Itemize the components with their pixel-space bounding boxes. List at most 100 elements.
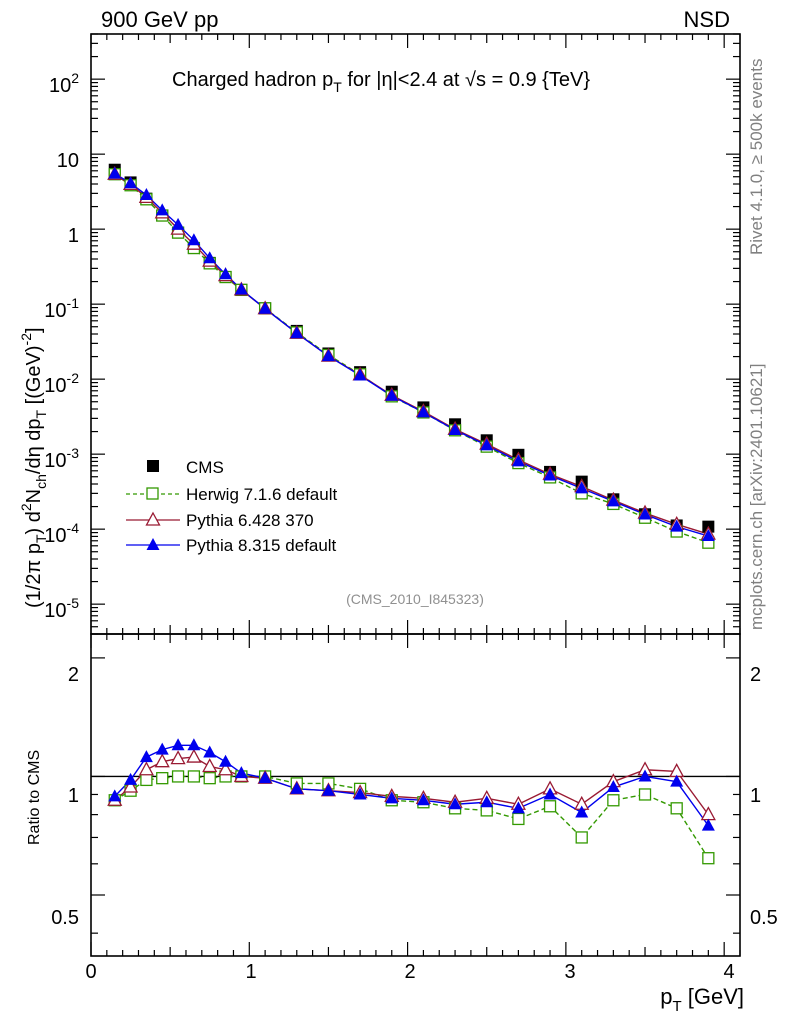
rivet-version-label: Rivet 4.1.0, ≥ 500k events: [747, 59, 766, 255]
ratio-point-pythia8: [575, 805, 589, 818]
main-point-pythia8: [353, 368, 367, 381]
ratio-y-tick-label-right-0.5: 0.5: [750, 907, 778, 929]
x-tick-label-1: 1: [245, 961, 256, 983]
ratio-y-tick-label-right-2: 2: [750, 664, 761, 686]
main-point-pythia8: [480, 438, 494, 451]
ratio-line-herwig: [114, 775, 709, 859]
header-right: NSD: [684, 7, 730, 32]
ratio-point-herwig: [702, 852, 715, 865]
ratio-point-pythia8: [234, 766, 248, 779]
ratio-point-herwig: [140, 773, 153, 787]
ratio-point-pythia8: [606, 780, 620, 793]
main-point-pythia8: [638, 507, 652, 520]
ratio-point-herwig: [512, 812, 525, 826]
legend-marker-cms: [147, 460, 159, 472]
legend-label-cms: CMS: [186, 458, 224, 477]
ratio-y-tick-label-2: 2: [68, 664, 79, 686]
main-point-pythia8: [124, 176, 138, 189]
x-tick-label-2: 2: [404, 961, 415, 983]
main-point-pythia8: [606, 494, 620, 507]
ratio-point-pythia8: [290, 781, 304, 794]
ratio-point-pythia8: [511, 801, 525, 814]
ratio-y-tick-labels-left: 0.5 1 2: [51, 664, 79, 929]
ratio-point-herwig: [670, 802, 683, 815]
ratio-y-axis-label: Ratio to CMS: [26, 750, 43, 845]
ratio-point-pythia6: [186, 748, 202, 763]
main-plot-series: [107, 163, 716, 549]
ratio-point-herwig: [543, 800, 557, 813]
ratio-point-pythia8: [124, 772, 138, 785]
legend-marker-herwig: [146, 487, 159, 500]
x-tick-label-0: 0: [85, 961, 96, 983]
legend-label-herwig: Herwig 7.1.6 default: [186, 485, 337, 504]
main-line-pythia8: [114, 173, 709, 537]
ratio-point-herwig: [187, 770, 201, 783]
ratio-point-pythia8: [155, 742, 169, 755]
main-point-pythia8: [385, 388, 399, 401]
ratio-point-pythia8: [353, 787, 367, 800]
ratio-y-tick-label-right-1: 1: [750, 785, 761, 807]
ratio-point-pythia8: [448, 797, 462, 810]
ratio-point-pythia6: [122, 778, 139, 793]
main-point-pythia8: [108, 166, 122, 179]
main-point-pythia8: [321, 349, 335, 362]
ratio-point-pythia8: [203, 745, 217, 758]
ratio-point-herwig: [171, 770, 185, 783]
ratio-point-herwig: [575, 831, 588, 844]
legend-label-pythia8: Pythia 8.315 default: [186, 536, 337, 555]
legend-marker-pythia6: [145, 511, 161, 526]
ratio-y-tick-labels-right: 0.5 1 2: [750, 664, 778, 929]
ratio-point-pythia8: [321, 783, 335, 796]
ratio-point-pythia8: [480, 795, 494, 808]
x-tick-label-3: 3: [564, 961, 575, 983]
ratio-y-tick-label-0.5: 0.5: [51, 907, 79, 929]
x-tick-label-4: 4: [723, 961, 734, 983]
legend-label-pythia6: Pythia 6.428 370: [186, 511, 314, 530]
ratio-point-pythia8: [416, 793, 430, 806]
ratio-point-herwig: [203, 772, 216, 785]
ratio-point-pythia8: [219, 754, 233, 767]
main-point-pythia8: [701, 529, 715, 542]
ratio-point-pythia6: [138, 761, 154, 776]
ratio-point-herwig: [638, 788, 652, 801]
legend-item-pythia6: Pythia 6.428 370: [126, 511, 314, 530]
analysis-id-label: (CMS_2010_I845323): [346, 591, 484, 607]
ratio-point-pythia8: [385, 791, 399, 804]
main-point-pythia8: [171, 217, 185, 230]
main-point-pythia8: [290, 326, 304, 339]
x-tick-labels: 0 1 2 3 4: [85, 961, 734, 983]
main-point-pythia8: [155, 203, 169, 216]
ratio-point-pythia8: [543, 787, 557, 800]
main-y-tick-label-1: 1: [68, 225, 79, 247]
main-y-tick-label-e-5: 10-5: [44, 595, 79, 622]
ratio-point-pythia6: [217, 761, 234, 776]
ratio-point-pythia8: [638, 769, 652, 782]
header-left: 900 GeV pp: [101, 7, 218, 32]
ratio-point-pythia8: [171, 738, 185, 751]
main-point-pythia8: [258, 301, 272, 314]
main-y-tick-label-e-1: 10-1: [44, 295, 79, 322]
ratio-y-tick-label-1: 1: [68, 785, 79, 807]
main-y-axis-label: (1/2π pT) d2Nch/dη dpT [(GeV)-2]: [18, 327, 49, 608]
ratio-plot-series: [107, 738, 716, 865]
x-axis-label: pT [GeV]: [660, 984, 744, 1015]
legend: CMS Herwig 7.1.6 default Pythia 6.428 37…: [126, 458, 337, 555]
main-y-tick-label-10: 10: [57, 150, 79, 172]
ratio-point-pythia8: [670, 774, 684, 787]
ratio-point-pythia6: [202, 758, 218, 773]
main-point-pythia8: [139, 188, 153, 201]
main-point-pythia8: [234, 282, 248, 295]
main-point-pythia8: [575, 481, 589, 494]
ratio-point-pythia6: [154, 753, 170, 768]
ratio-point-pythia8: [139, 750, 153, 763]
main-line-pythia6: [114, 173, 709, 535]
legend-item-herwig: Herwig 7.1.6 default: [126, 485, 337, 504]
main-point-pythia8: [511, 454, 525, 467]
ratio-point-pythia8: [187, 738, 201, 751]
main-y-tick-labels: 10-5 10-4 10-3 10-2 10-1 1 10 102: [44, 70, 79, 622]
main-point-pythia8: [187, 233, 201, 246]
ratio-point-pythia6: [669, 763, 685, 778]
main-point-pythia8: [203, 251, 217, 264]
plot-title: Charged hadron pT for |η|<2.4 at √s = 0.…: [172, 69, 590, 95]
